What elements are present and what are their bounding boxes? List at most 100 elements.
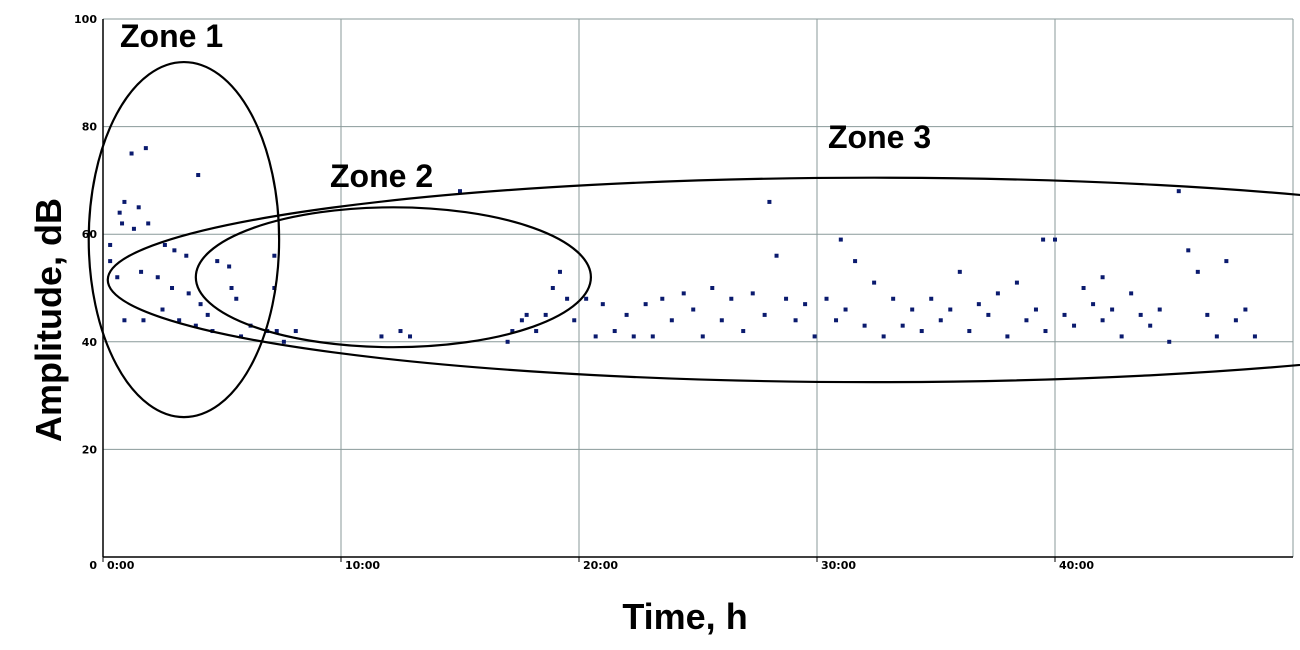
zone-ellipse-2 [194,206,592,349]
data-point [784,296,789,301]
data-point [274,329,279,334]
data-point [1176,189,1181,194]
data-point [1148,323,1153,328]
data-point [108,242,113,247]
data-point [510,329,515,334]
data-point [631,334,636,339]
data-point [681,291,686,296]
data-point [838,237,843,242]
data-point [543,312,548,317]
data-point [186,291,191,296]
data-point [1138,312,1143,317]
x-tick-label: 10:00 [345,559,380,572]
data-point [1024,318,1029,323]
data-point [129,151,134,156]
data-point [1186,248,1191,253]
data-point [122,199,127,204]
data-point [1041,237,1046,242]
data-point [1033,307,1038,312]
data-point [767,199,772,204]
data-point [669,318,674,323]
data-point [550,286,555,290]
data-point [131,226,136,231]
data-point [272,286,277,290]
data-point [976,302,981,307]
data-point [136,205,141,210]
data-point [215,259,220,264]
data-point [239,334,244,339]
data-point [408,334,413,339]
data-point [793,318,798,323]
y-axis-label-box: Amplitude, dB [14,198,84,442]
points-layer [108,146,1257,344]
data-point [919,329,924,334]
data-point [193,323,198,328]
data-point [812,334,817,339]
data-point [853,259,858,264]
data-point [1014,280,1019,285]
data-point [1053,237,1057,242]
x-tick-label: 40:00 [1059,559,1094,572]
data-point [143,146,148,151]
data-point [612,329,617,334]
data-point [843,307,848,312]
x-tick-label: 20:00 [583,559,618,572]
data-point [929,296,934,301]
data-point [1005,334,1010,339]
data-point [750,291,755,296]
data-point [900,323,905,328]
data-point [1233,318,1238,323]
data-point [834,318,839,323]
data-point [281,339,286,344]
data-point [184,253,189,258]
data-point [162,242,167,247]
data-point [458,189,462,194]
data-point [600,302,605,307]
data-point [1081,286,1086,290]
data-point [505,339,510,344]
data-point [1243,307,1248,312]
y-tick-label: 80 [82,121,98,134]
data-point [948,307,953,312]
data-point [719,318,724,323]
data-point [938,318,943,323]
y-tick-label: 60 [82,228,98,241]
zone-ellipse-1 [87,60,281,419]
data-point [986,312,991,317]
data-point [398,329,403,334]
data-point [234,296,239,301]
data-point [774,253,779,258]
data-point [967,329,972,334]
data-point [205,312,210,317]
grid-layer [103,18,1294,557]
axis-layer [102,19,1293,562]
data-point [141,318,146,323]
data-point [741,329,746,334]
data-point [524,312,529,317]
data-point [1195,269,1200,274]
data-point [1091,302,1096,307]
data-point [108,259,113,264]
data-point [995,291,1000,296]
data-point [593,334,598,339]
data-point [170,286,175,290]
data-point [1072,323,1077,328]
data-point [910,307,915,312]
data-point [227,264,232,269]
data-point [557,269,562,274]
data-point [155,275,160,280]
data-point [824,296,829,301]
y-tick-label: 100 [74,13,97,26]
data-point [1214,334,1219,339]
data-point [196,173,201,178]
zone-2-label: Zone 2 [330,158,434,194]
data-point [565,296,570,301]
data-point [293,329,298,334]
x-origin-label: 0 [89,559,97,572]
data-point [172,248,177,253]
data-point [139,269,144,274]
data-point [650,334,655,339]
data-point [1062,312,1067,317]
data-point [643,302,648,307]
